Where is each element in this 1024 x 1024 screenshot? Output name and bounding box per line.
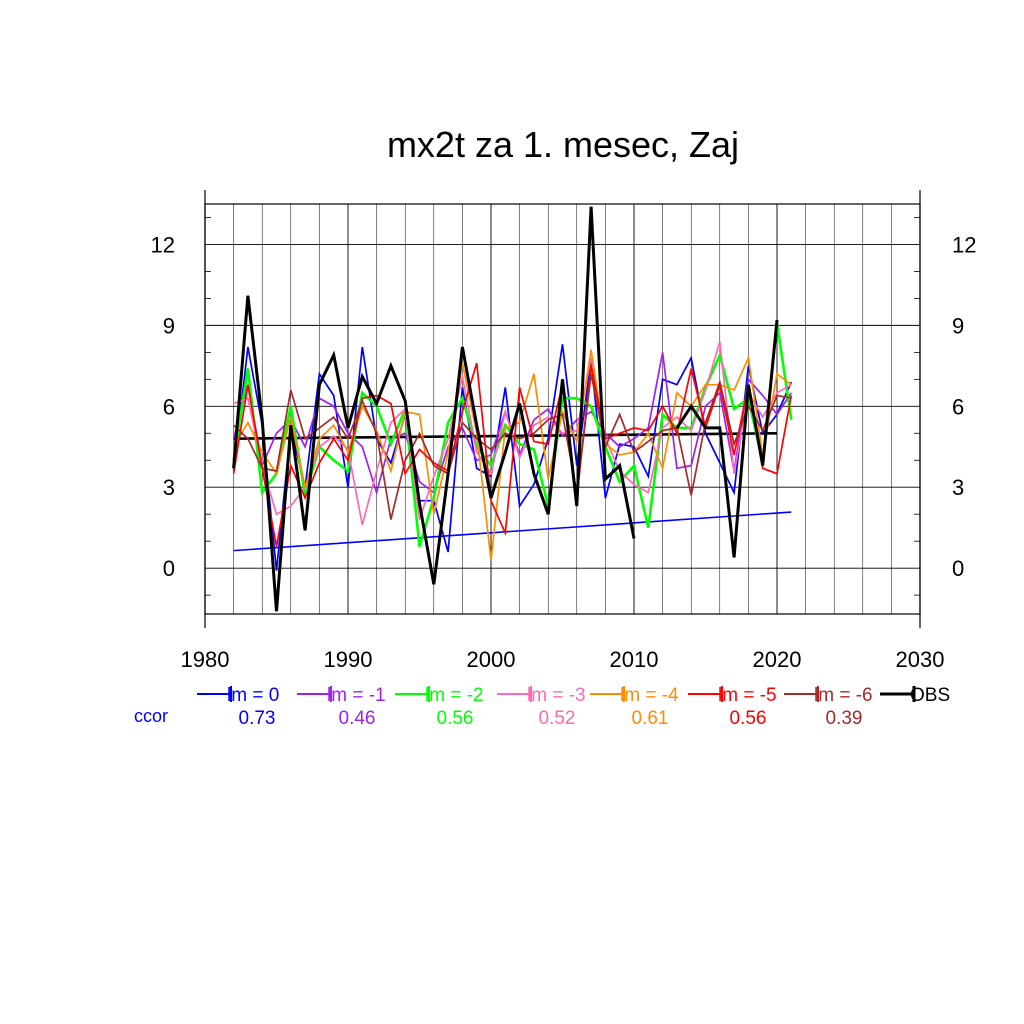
y-tick-label-left: 9 <box>163 313 175 338</box>
ccor-value: 0.61 <box>632 708 669 729</box>
trend-line <box>233 511 792 552</box>
x-tick-label: 2000 <box>467 647 516 672</box>
ccor-value: 0.46 <box>339 708 376 729</box>
y-tick-label-left: 6 <box>163 394 175 419</box>
y-tick-label-right: 12 <box>952 232 976 257</box>
legend-entry: lm = -3 <box>527 685 586 706</box>
y-tick-label-right: 9 <box>952 313 964 338</box>
trend-line <box>233 431 778 440</box>
series-line <box>232 206 636 612</box>
y-tick-label-left: 0 <box>163 556 175 581</box>
plot-frame <box>204 203 921 615</box>
series-line <box>232 362 793 547</box>
ccor-value: 0.52 <box>539 708 576 729</box>
y-tick-label-right: 3 <box>952 475 964 500</box>
x-tick-label: 2020 <box>753 647 802 672</box>
ccor-value: 0.39 <box>826 708 863 729</box>
chart-title: mx2t za 1. mesec, Zaj <box>387 124 739 165</box>
ccor-value: 0.56 <box>437 708 474 729</box>
legend-entry: lm = -1 <box>327 685 386 706</box>
y-tick-label-right: 6 <box>952 394 964 419</box>
legend-entry: lm = -5 <box>718 685 777 706</box>
trend-layer <box>233 431 792 552</box>
series-line <box>233 373 792 520</box>
series-layer <box>232 206 793 612</box>
x-tick-label: 2030 <box>896 647 945 672</box>
x-tick-label: 1980 <box>181 647 230 672</box>
legend-entry: lm = -6 <box>814 685 873 706</box>
legend-entry: lm = -4 <box>620 685 679 706</box>
legend-entry: OBS <box>910 685 950 706</box>
ccor-value: 0.56 <box>730 708 767 729</box>
ccor-label: ccor <box>134 706 168 726</box>
ccor-value: 0.73 <box>239 708 276 729</box>
grid-layer <box>205 204 920 614</box>
series-line <box>675 319 779 558</box>
x-tick-label: 2010 <box>610 647 659 672</box>
series-line <box>233 341 792 526</box>
y-tick-label-right: 0 <box>952 556 964 581</box>
legend-entry: lm = 0 <box>227 685 279 706</box>
legend-entry: lm = -2 <box>425 685 484 706</box>
x-tick-label: 1990 <box>324 647 373 672</box>
y-tick-label-left: 3 <box>163 475 175 500</box>
axes-layer: 0 0 3 3 6 6 9 9 12 12 1980 1990 2000 2010 2020 2030 <box>151 190 976 672</box>
y-tick-label-left: 12 <box>151 232 175 257</box>
